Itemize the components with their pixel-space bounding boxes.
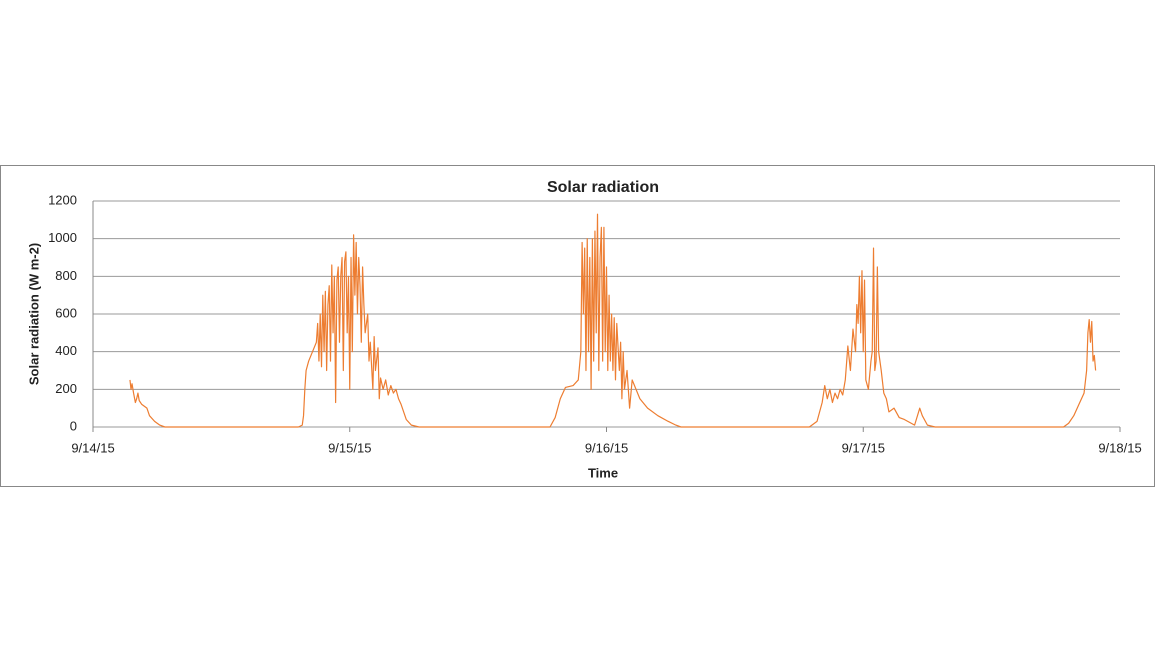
x-tick-label: 9/18/15 bbox=[1098, 440, 1141, 455]
y-tick-label: 200 bbox=[55, 381, 77, 396]
y-tick-label: 1000 bbox=[48, 230, 77, 245]
x-tick-label: 9/15/15 bbox=[328, 440, 371, 455]
y-axis-title: Solar radiation (W m-2) bbox=[26, 243, 41, 385]
y-tick-label: 600 bbox=[55, 305, 77, 320]
x-tick-label: 9/16/15 bbox=[585, 440, 628, 455]
x-axis-title: Time bbox=[588, 465, 618, 480]
x-tick-label: 9/14/15 bbox=[71, 440, 114, 455]
y-tick-label: 800 bbox=[55, 268, 77, 283]
chart-title: Solar radiation bbox=[547, 179, 659, 196]
chart-frame bbox=[0, 165, 1155, 487]
y-tick-label: 400 bbox=[55, 343, 77, 358]
data-line bbox=[129, 213, 1097, 428]
x-tick-label: 9/17/15 bbox=[842, 440, 885, 455]
y-tick-label: 0 bbox=[70, 418, 77, 433]
y-tick-label: 1200 bbox=[48, 192, 77, 207]
